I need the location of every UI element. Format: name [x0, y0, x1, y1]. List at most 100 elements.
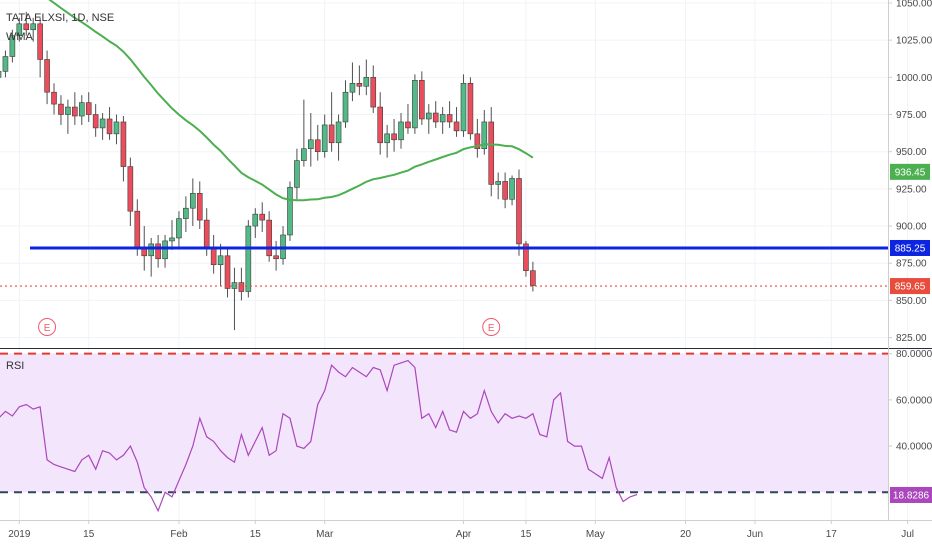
candle[interactable]: [481, 110, 488, 155]
price-tick-label: 1025.00: [896, 36, 932, 47]
candle-body: [203, 219, 210, 248]
candle[interactable]: [342, 80, 349, 128]
candle[interactable]: [377, 92, 384, 155]
candle[interactable]: [405, 104, 411, 134]
wma-price-tag-label: 936.45: [895, 167, 926, 178]
candle[interactable]: [30, 17, 37, 42]
candle[interactable]: [9, 29, 16, 63]
candle[interactable]: [120, 116, 127, 182]
candle[interactable]: [495, 172, 501, 200]
candle[interactable]: [432, 101, 439, 128]
candle[interactable]: [273, 240, 279, 271]
price-axis[interactable]: 1050.00 1025.00 1000.00 975.00 950.00 925.00 9…: [888, 0, 932, 344]
candle[interactable]: [307, 113, 314, 167]
candle-body: [58, 103, 64, 115]
candle[interactable]: [183, 196, 189, 232]
candle[interactable]: [85, 92, 92, 122]
candle[interactable]: [321, 114, 328, 158]
candle[interactable]: [266, 211, 272, 262]
candle[interactable]: [37, 17, 43, 78]
candle[interactable]: [58, 95, 64, 125]
rsi-background-band: [0, 353, 888, 493]
candle[interactable]: [148, 237, 154, 277]
candle[interactable]: [370, 65, 377, 114]
rsi-line: [0, 359, 638, 513]
candle[interactable]: [113, 114, 120, 145]
candle-body: [328, 124, 335, 144]
candle[interactable]: [78, 95, 85, 125]
candle[interactable]: [391, 118, 397, 152]
candle[interactable]: [155, 234, 161, 268]
candle[interactable]: [16, 17, 23, 42]
candle[interactable]: [530, 261, 536, 292]
price-tick-label: 1050.00: [896, 0, 932, 9]
candle[interactable]: [196, 181, 203, 230]
candle[interactable]: [92, 104, 99, 137]
candle[interactable]: [502, 172, 508, 209]
candle[interactable]: [106, 107, 113, 140]
candle[interactable]: [446, 101, 453, 128]
candle[interactable]: [425, 104, 432, 134]
candle-body: [356, 82, 363, 87]
candle-body: [321, 124, 328, 152]
candle[interactable]: [314, 124, 321, 161]
candle[interactable]: [99, 113, 106, 140]
candle[interactable]: [488, 107, 495, 197]
candle[interactable]: [384, 124, 390, 158]
candle[interactable]: [356, 65, 363, 96]
candle[interactable]: [349, 62, 356, 102]
candle[interactable]: [509, 175, 515, 206]
candle[interactable]: [65, 99, 71, 134]
time-tick-label: Apr: [456, 529, 472, 540]
candle[interactable]: [328, 92, 335, 152]
candle[interactable]: [0, 65, 2, 86]
candle-body: [495, 181, 501, 185]
candle[interactable]: [252, 208, 259, 238]
candle[interactable]: [190, 178, 196, 227]
candle-body: [370, 77, 377, 108]
candle[interactable]: [439, 107, 446, 134]
rsi-label[interactable]: RSI: [6, 360, 24, 372]
candle[interactable]: [217, 243, 224, 286]
candle-body: [44, 59, 50, 93]
candle[interactable]: [72, 92, 78, 125]
earnings-marker[interactable]: E: [482, 318, 501, 336]
candle-body: [432, 112, 439, 123]
candle[interactable]: [398, 113, 404, 149]
candle[interactable]: [162, 234, 168, 268]
candle[interactable]: [127, 157, 134, 227]
candle[interactable]: [467, 77, 474, 140]
candle[interactable]: [23, 11, 30, 36]
candle[interactable]: [287, 181, 293, 241]
wma-price-tag-background: [890, 163, 930, 180]
candle[interactable]: [335, 114, 342, 161]
candle[interactable]: [44, 50, 50, 105]
candle[interactable]: [259, 202, 266, 232]
indicator-label[interactable]: WMA: [6, 31, 34, 43]
candle[interactable]: [412, 74, 418, 134]
candle[interactable]: [294, 148, 300, 200]
candle[interactable]: [2, 50, 9, 78]
rsi-axis[interactable]: 80.0000 60.0000 40.0000: [888, 349, 932, 453]
candle[interactable]: [474, 118, 481, 158]
earnings-marker[interactable]: E: [38, 318, 57, 336]
candle[interactable]: [169, 220, 175, 250]
candle[interactable]: [176, 211, 182, 247]
support-price-tag-label: 885.25: [895, 243, 926, 254]
time-axis[interactable]: 201915Feb15MarApr15May20Jun17Jul15: [8, 520, 932, 540]
candle[interactable]: [238, 267, 245, 301]
candle-body: [398, 121, 404, 141]
candle[interactable]: [453, 107, 460, 137]
chart-title[interactable]: TATA ELXSI, 1D, NSE: [6, 12, 114, 24]
candle[interactable]: [419, 71, 425, 125]
candle[interactable]: [301, 99, 307, 167]
candle[interactable]: [224, 246, 231, 298]
candle[interactable]: [516, 169, 522, 256]
candle[interactable]: [51, 83, 57, 115]
candle[interactable]: [245, 220, 252, 298]
candle-body: [30, 23, 37, 31]
candle[interactable]: [363, 59, 370, 96]
candle[interactable]: [460, 74, 467, 137]
